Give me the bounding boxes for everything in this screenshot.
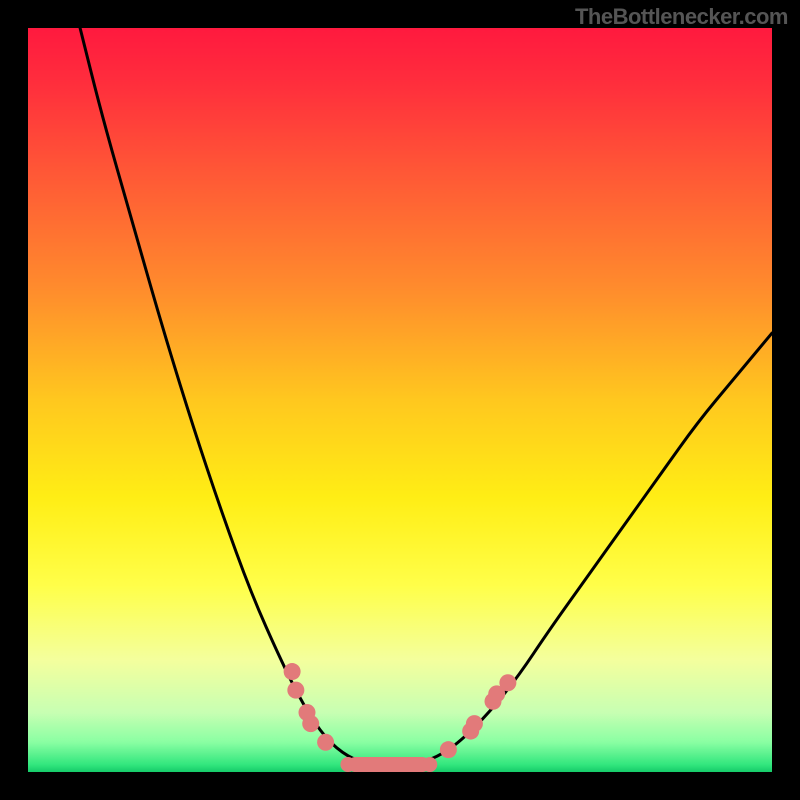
watermark-label: TheBottlenecker.com [575,4,788,30]
scatter-point [440,741,457,758]
valley-pill-cap [340,757,355,772]
scatter-point [302,715,319,732]
scatter-point [499,674,516,691]
valley-pill-cap [422,757,437,772]
bottleneck-curve [80,28,772,765]
scatter-point [466,715,483,732]
scatter-point [317,734,334,751]
plot-area [28,28,772,772]
scatter-point [287,682,304,699]
scatter-point [284,663,301,680]
root-frame: TheBottlenecker.com [0,0,800,800]
chart-overlay [28,28,772,772]
valley-pill [348,757,430,772]
